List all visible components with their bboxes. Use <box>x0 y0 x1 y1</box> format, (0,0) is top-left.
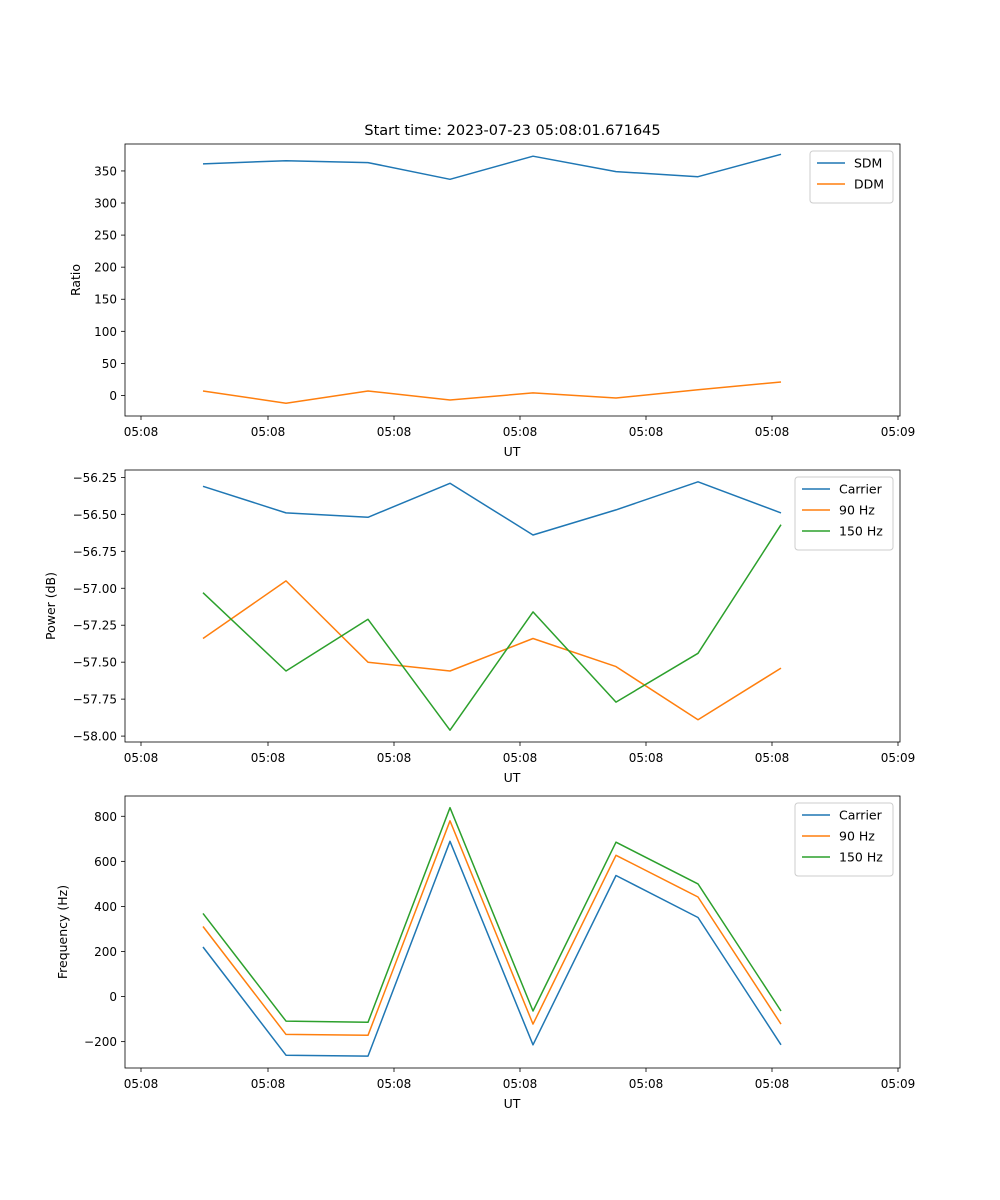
y-tick-label: −56.50 <box>73 508 117 522</box>
x-axis-label: UT <box>504 770 521 785</box>
legend: SDM DDM <box>809 150 894 204</box>
legend-label: 150 Hz <box>839 524 883 539</box>
legend: Carrier 90 Hz 150 Hz <box>794 802 894 877</box>
y-axis-label: Frequency (Hz) <box>55 885 70 979</box>
x-tick-label: 05:08 <box>755 425 790 439</box>
x-tick-label: 05:09 <box>881 425 916 439</box>
legend-label: Carrier <box>839 482 883 497</box>
axes-frame <box>124 469 901 743</box>
y-tick-label: 0 <box>109 389 117 403</box>
series-line-150-hz <box>202 806 782 1024</box>
y-tick-label: 100 <box>94 325 117 339</box>
legend: Carrier 90 Hz 150 Hz <box>794 476 894 551</box>
y-tick-label: 50 <box>102 357 117 371</box>
legend-label: Carrier <box>839 808 883 823</box>
series-line-90-hz <box>202 580 782 721</box>
legend-label: 90 Hz <box>839 829 875 844</box>
axes-frame <box>124 795 901 1069</box>
series-line-sdm <box>202 153 782 181</box>
y-axis-label: Power (dB) <box>43 572 58 640</box>
subplot-3: 05:08 05:08 05:08 05:08 05:08 05:08 05:09 −200 0… <box>55 795 916 1111</box>
axes-frame <box>124 143 901 417</box>
subplot-1: 05:08 05:08 05:08 05:08 05:08 05:08 05:09 0 50 10… <box>68 143 916 459</box>
x-tick-label: 05:08 <box>755 751 790 765</box>
x-axis-label: UT <box>504 444 521 459</box>
x-tick-label: 05:08 <box>251 425 286 439</box>
x-tick-label: 05:09 <box>881 751 916 765</box>
series-line-carrier <box>202 481 782 536</box>
x-tick-label: 05:08 <box>629 1077 664 1091</box>
x-tick-label: 05:08 <box>377 425 412 439</box>
series-line-150-hz <box>202 524 782 731</box>
y-tick-label: −56.75 <box>73 545 117 559</box>
x-tick-label: 05:08 <box>755 1077 790 1091</box>
y-axis-label: Ratio <box>68 264 83 296</box>
legend-label: DDM <box>854 177 884 192</box>
y-tick-label: 800 <box>94 810 117 824</box>
y-tick-label: −57.75 <box>73 693 117 707</box>
y-tick-label: 400 <box>94 900 117 914</box>
legend-label: 150 Hz <box>839 850 883 865</box>
series-line-90-hz <box>202 820 782 1037</box>
x-tick-label: 05:08 <box>251 1077 286 1091</box>
y-tick-label: −57.00 <box>73 582 117 596</box>
x-tick-label: 05:08 <box>124 1077 159 1091</box>
y-tick-label: 250 <box>94 229 117 243</box>
x-tick-label: 05:08 <box>503 425 538 439</box>
x-tick-label: 05:08 <box>251 751 286 765</box>
legend-label: SDM <box>854 156 882 171</box>
chart-title: Start time: 2023-07-23 05:08:01.671645 <box>364 123 660 139</box>
x-tick-label: 05:08 <box>124 751 159 765</box>
y-tick-label: 150 <box>94 293 117 307</box>
y-tick-label: 200 <box>94 261 117 275</box>
x-tick-label: 05:08 <box>503 1077 538 1091</box>
y-tick-label: −200 <box>84 1035 117 1049</box>
series-line-ddm <box>202 381 782 404</box>
y-tick-label: −57.50 <box>73 656 117 670</box>
x-axis-label: UT <box>504 1096 521 1111</box>
legend-label: 90 Hz <box>839 503 875 518</box>
subplot-2: 05:08 05:08 05:08 05:08 05:08 05:08 05:09 −58.0… <box>43 469 916 785</box>
y-tick-label: 200 <box>94 945 117 959</box>
x-tick-label: 05:08 <box>377 1077 412 1091</box>
y-tick-label: 600 <box>94 855 117 869</box>
x-tick-label: 05:08 <box>503 751 538 765</box>
y-tick-label: 350 <box>94 164 117 178</box>
x-tick-label: 05:09 <box>881 1077 916 1091</box>
x-tick-label: 05:08 <box>629 751 664 765</box>
x-tick-label: 05:08 <box>629 425 664 439</box>
x-tick-label: 05:08 <box>124 425 159 439</box>
y-tick-label: −58.00 <box>73 730 117 744</box>
y-tick-label: −56.25 <box>73 471 117 485</box>
y-tick-label: 300 <box>94 197 117 211</box>
y-tick-label: 0 <box>109 990 117 1004</box>
series-line-carrier <box>202 840 782 1057</box>
legend-box <box>809 150 894 204</box>
y-tick-label: −57.25 <box>73 619 117 633</box>
x-tick-label: 05:08 <box>377 751 412 765</box>
